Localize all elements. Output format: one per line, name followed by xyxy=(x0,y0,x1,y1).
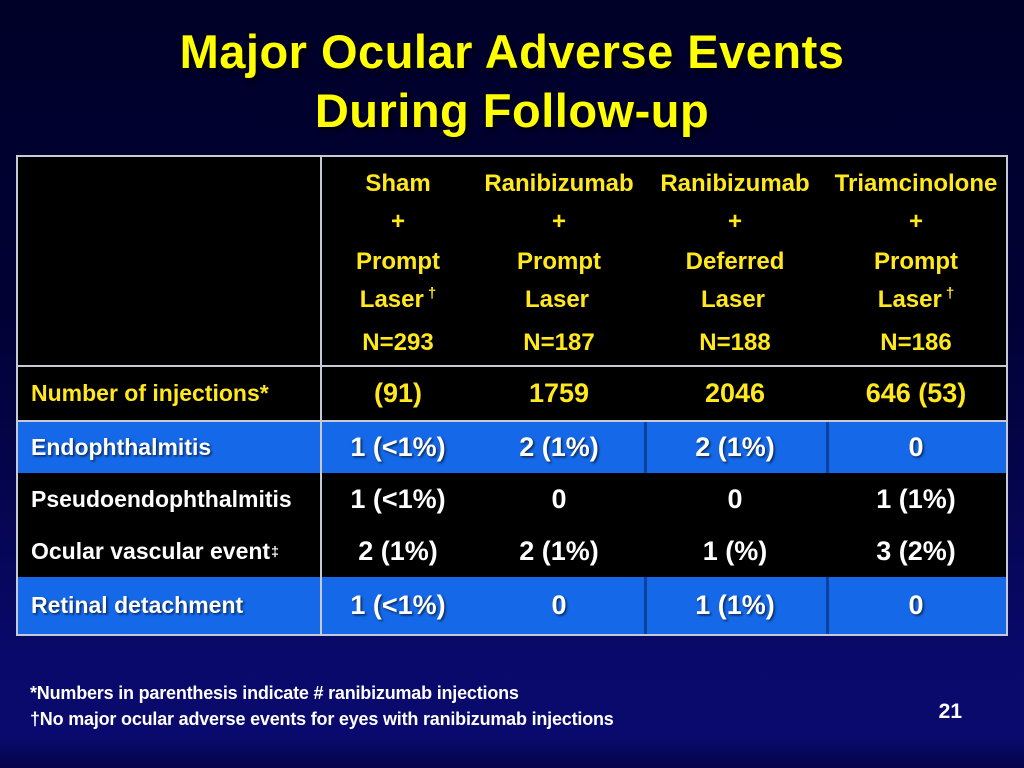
laser-timing: Prompt xyxy=(874,248,958,275)
column-header-triamcinolone-prompt-laser: Triamcinolone + Prompt Laser † N=186 xyxy=(826,157,1006,367)
value-cell: 1 (<1%) xyxy=(322,577,474,634)
column-name: Triamcinolone xyxy=(834,170,998,197)
footnote-asterisk: *Numbers in parenthesis indicate # ranib… xyxy=(30,683,519,703)
laser-label: Laser † xyxy=(360,279,436,315)
value-cell: 2 (1%) xyxy=(519,535,599,566)
slide-title-line2: During Follow-up xyxy=(314,84,710,137)
column-header-ranibizumab-deferred-laser: Ranibizumab + Deferred Laser N=188 xyxy=(644,157,826,367)
dagger-symbol: † xyxy=(427,285,437,302)
footnotes: *Numbers in parenthesis indicate # ranib… xyxy=(30,680,614,732)
slide-title-line1: Major Ocular Adverse Events xyxy=(179,25,845,78)
value-cell: 1 (%) xyxy=(702,535,768,566)
plus-sign: + xyxy=(727,208,742,235)
laser-label: Laser † xyxy=(878,279,954,315)
value-cell: 2 (1%) xyxy=(474,422,644,473)
row-label-number-of-injections: Number of injections* xyxy=(18,367,322,422)
table-corner-cell xyxy=(18,157,322,367)
laser-timing: Prompt xyxy=(517,248,601,275)
row-label-pseudoendophthalmitis: Pseudoendophthalmitis xyxy=(18,473,322,525)
laser-word: Laser xyxy=(700,286,766,313)
value-cell: 2 (1%) xyxy=(358,535,438,566)
value-cell: 2 (1%) xyxy=(644,422,826,473)
sample-size: N=187 xyxy=(523,329,595,356)
column-name: Sham xyxy=(365,170,431,197)
double-dagger-symbol: ‡ xyxy=(271,543,279,559)
value-cell: 1 (<1%) xyxy=(350,483,446,514)
row-label-retinal-detachment: Retinal detachment xyxy=(18,577,322,634)
value-cell: 1 (<1%) xyxy=(322,422,474,473)
adverse-events-table: Sham + Prompt Laser † N=293 Ranibizumab +… xyxy=(16,155,1008,636)
row-label-text: Ocular vascular event xyxy=(31,537,271,564)
laser-label: Laser xyxy=(701,279,769,315)
page-number: 21 xyxy=(938,700,962,723)
sample-size: N=186 xyxy=(880,329,952,356)
plus-sign: + xyxy=(390,208,405,235)
slide-title: Major Ocular Adverse Events During Follo… xyxy=(0,22,1024,140)
value-cell: 0 xyxy=(727,483,743,514)
row-label-endophthalmitis: Endophthalmitis xyxy=(18,422,322,473)
value-cell: 1 (1%) xyxy=(876,483,956,514)
sample-size: N=188 xyxy=(699,329,771,356)
laser-word: Laser xyxy=(877,286,942,313)
column-name: Ranibizumab xyxy=(484,170,634,197)
value-cell: 0 xyxy=(474,577,644,634)
plus-sign: + xyxy=(908,208,923,235)
laser-timing: Prompt xyxy=(356,248,440,275)
laser-word: Laser xyxy=(359,286,424,313)
footnote-dagger: †No major ocular adverse events for eyes… xyxy=(30,709,614,729)
column-header-sham-prompt-laser: Sham + Prompt Laser † N=293 xyxy=(322,157,474,367)
row-label-ocular-vascular-event: Ocular vascular event ‡ xyxy=(18,525,322,577)
laser-timing: Deferred xyxy=(685,248,785,275)
value-cell: (91) xyxy=(322,367,474,422)
laser-label: Laser xyxy=(525,279,593,315)
value-cell: 0 xyxy=(826,422,1006,473)
value-cell: 1759 xyxy=(474,367,644,422)
dagger-symbol: † xyxy=(945,285,955,302)
value-cell: 0 xyxy=(551,483,567,514)
column-name: Ranibizumab xyxy=(660,170,810,197)
plus-sign: + xyxy=(551,208,566,235)
sample-size: N=293 xyxy=(362,329,434,356)
value-cell: 646 (53) xyxy=(826,367,1006,422)
value-cell: 1 (1%) xyxy=(644,577,826,634)
value-cell: 3 (2%) xyxy=(876,535,956,566)
value-cell: 0 xyxy=(826,577,1006,634)
column-header-ranibizumab-prompt-laser: Ranibizumab + Prompt Laser N=187 xyxy=(474,157,644,367)
laser-word: Laser xyxy=(524,286,590,313)
value-cell: 2046 xyxy=(644,367,826,422)
